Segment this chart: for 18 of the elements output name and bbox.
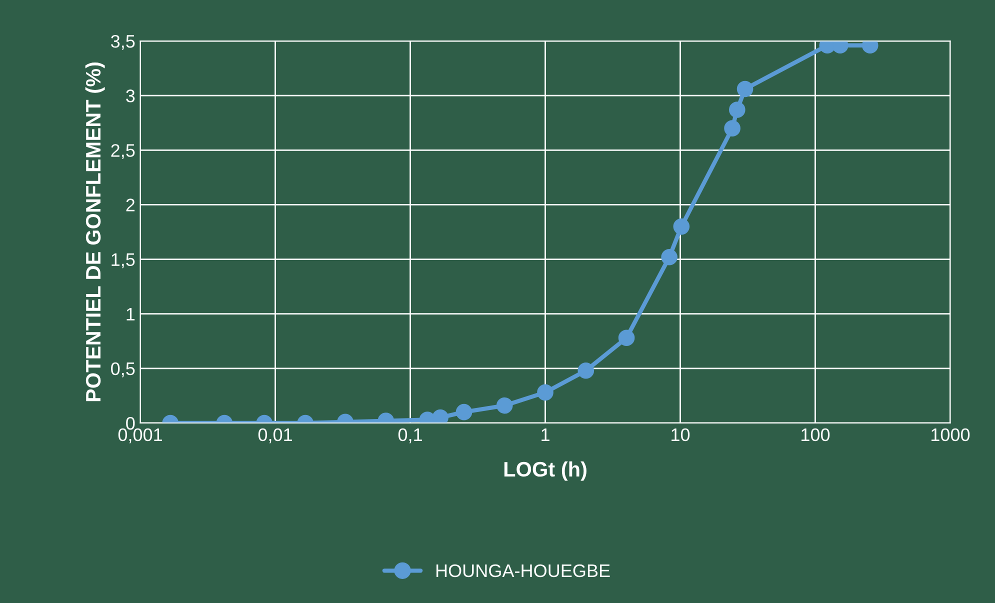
x-tick-label: 100 (802, 428, 830, 442)
x-tick-label: 0,01 (258, 428, 292, 444)
y-tick-label: 3 (126, 90, 135, 102)
y-axis-title: POTENTIEL DE GONFLEMENT (%) (85, 62, 105, 402)
x-axis-title: LOGt (h) (504, 461, 586, 481)
y-tick-label: 1,5 (112, 253, 135, 268)
x-tick-label: 0,001 (118, 428, 162, 444)
x-tick-label: 10 (672, 428, 690, 442)
y-tick-label: 3,5 (111, 34, 135, 50)
y-tick-label: 1 (126, 308, 135, 320)
y-tick-label: 0 (126, 416, 135, 430)
legend-label: HOUNGA-HOUEGBE (436, 564, 610, 578)
y-tick-label: 2,5 (111, 144, 135, 159)
y-tick-label: 2 (126, 198, 135, 212)
x-tick-label: 0,1 (398, 428, 422, 444)
x-tick-label: 1 (542, 428, 550, 441)
y-tick-label: 0,5 (111, 362, 135, 378)
x-tick-label: 1000 (932, 428, 970, 442)
